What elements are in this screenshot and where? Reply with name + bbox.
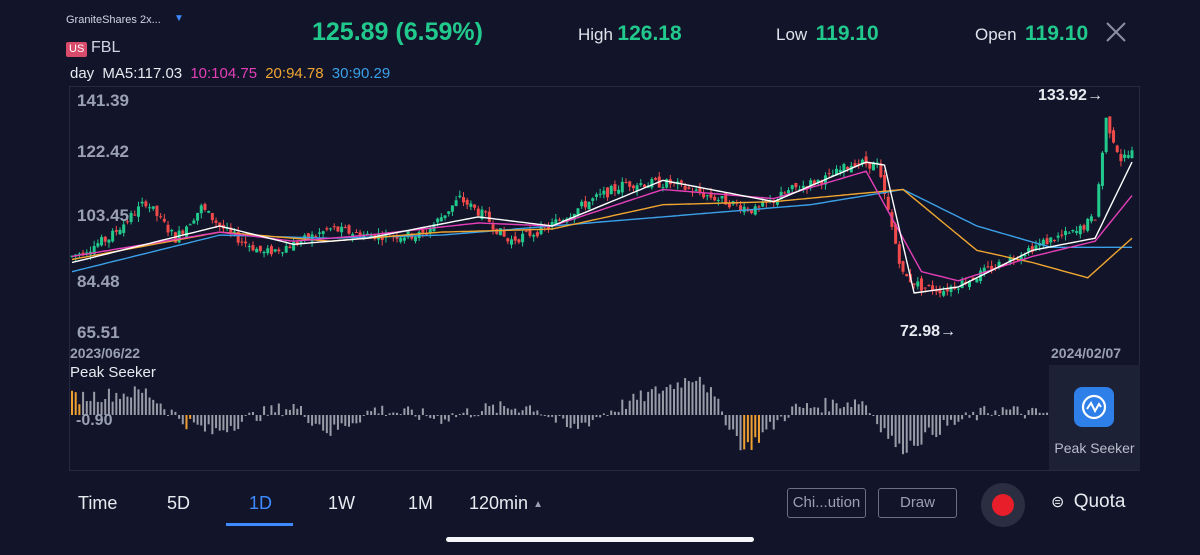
peak-seeker-icon[interactable] bbox=[1074, 387, 1114, 427]
tab-1m[interactable]: 1M bbox=[408, 493, 434, 513]
caret-down-icon[interactable]: ▼ bbox=[174, 13, 184, 24]
price-value: 125.89 bbox=[312, 18, 389, 46]
chart-frame[interactable] bbox=[69, 86, 1140, 471]
tab-time[interactable]: Time bbox=[78, 493, 118, 513]
low-label: Low bbox=[776, 25, 808, 44]
quota-icon: ⊜ bbox=[1051, 494, 1065, 511]
issuer-name[interactable]: GraniteShares 2x... bbox=[66, 14, 161, 26]
low-value: 119.10 bbox=[815, 22, 879, 45]
tab-1d[interactable]: 1D bbox=[249, 493, 273, 513]
low-callout: 72.98→ bbox=[900, 323, 957, 340]
low-stat: Low 119.10 bbox=[776, 22, 879, 46]
caret-up-icon: ▲ bbox=[533, 498, 543, 510]
open-label: Open bbox=[975, 25, 1017, 44]
start-date: 2023/06/22 bbox=[70, 345, 141, 361]
quota-label: Quota bbox=[1073, 491, 1126, 512]
ma-legend: day MA5:117.03 10:104.75 20:94.78 30:90.… bbox=[70, 65, 394, 82]
price-tick: 65.51 bbox=[77, 323, 120, 342]
active-tab-indicator bbox=[226, 523, 293, 526]
open-stat: Open 119.10 bbox=[975, 22, 1088, 46]
high-value: 126.18 bbox=[617, 22, 682, 45]
change-percent: (6.59%) bbox=[395, 18, 483, 46]
chip-distribution-button[interactable]: Chi...ution bbox=[787, 488, 866, 518]
home-indicator bbox=[446, 537, 754, 542]
close-icon[interactable] bbox=[1104, 20, 1128, 44]
ma5-value: MA5:117.03 bbox=[102, 65, 183, 82]
peak-seeker-title: Peak Seeker bbox=[70, 364, 156, 381]
price-tick: 84.48 bbox=[77, 272, 120, 291]
tab-120min[interactable]: 120min ▲ bbox=[469, 493, 543, 514]
tab-5d[interactable]: 5D bbox=[167, 493, 191, 513]
market-badge: US bbox=[66, 42, 88, 57]
record-icon bbox=[992, 494, 1014, 516]
peak-seeker-panel[interactable]: Peak Seeker bbox=[1049, 365, 1140, 470]
end-date: 2024/02/07 bbox=[1051, 345, 1122, 361]
last-price: 125.89 (6.59%) bbox=[312, 18, 483, 47]
period-label: day bbox=[70, 65, 95, 82]
oscillator-axis-label: -0.90 bbox=[76, 412, 113, 429]
quota-button[interactable]: ⊜ Quota bbox=[1051, 491, 1125, 513]
ticker-symbol: FBL bbox=[91, 39, 121, 56]
tab-1w[interactable]: 1W bbox=[328, 493, 355, 513]
tab-120min-label: 120min bbox=[469, 493, 529, 513]
price-tick: 141.39 bbox=[77, 91, 129, 110]
ma30-value: 30:90.29 bbox=[331, 65, 391, 82]
high-stat: High 126.18 bbox=[578, 22, 682, 46]
draw-button[interactable]: Draw bbox=[878, 488, 957, 518]
price-tick: 122.42 bbox=[77, 142, 129, 161]
ma20-value: 20:94.78 bbox=[265, 65, 324, 82]
open-value: 119.10 bbox=[1025, 22, 1089, 45]
high-callout: 133.92→ bbox=[1038, 87, 1103, 104]
ma10-value: 10:104.75 bbox=[190, 65, 258, 82]
peak-seeker-panel-label: Peak Seeker bbox=[1054, 440, 1135, 456]
high-label: High bbox=[578, 25, 613, 44]
price-tick: 103.45 bbox=[77, 206, 129, 225]
record-button[interactable] bbox=[981, 483, 1025, 527]
